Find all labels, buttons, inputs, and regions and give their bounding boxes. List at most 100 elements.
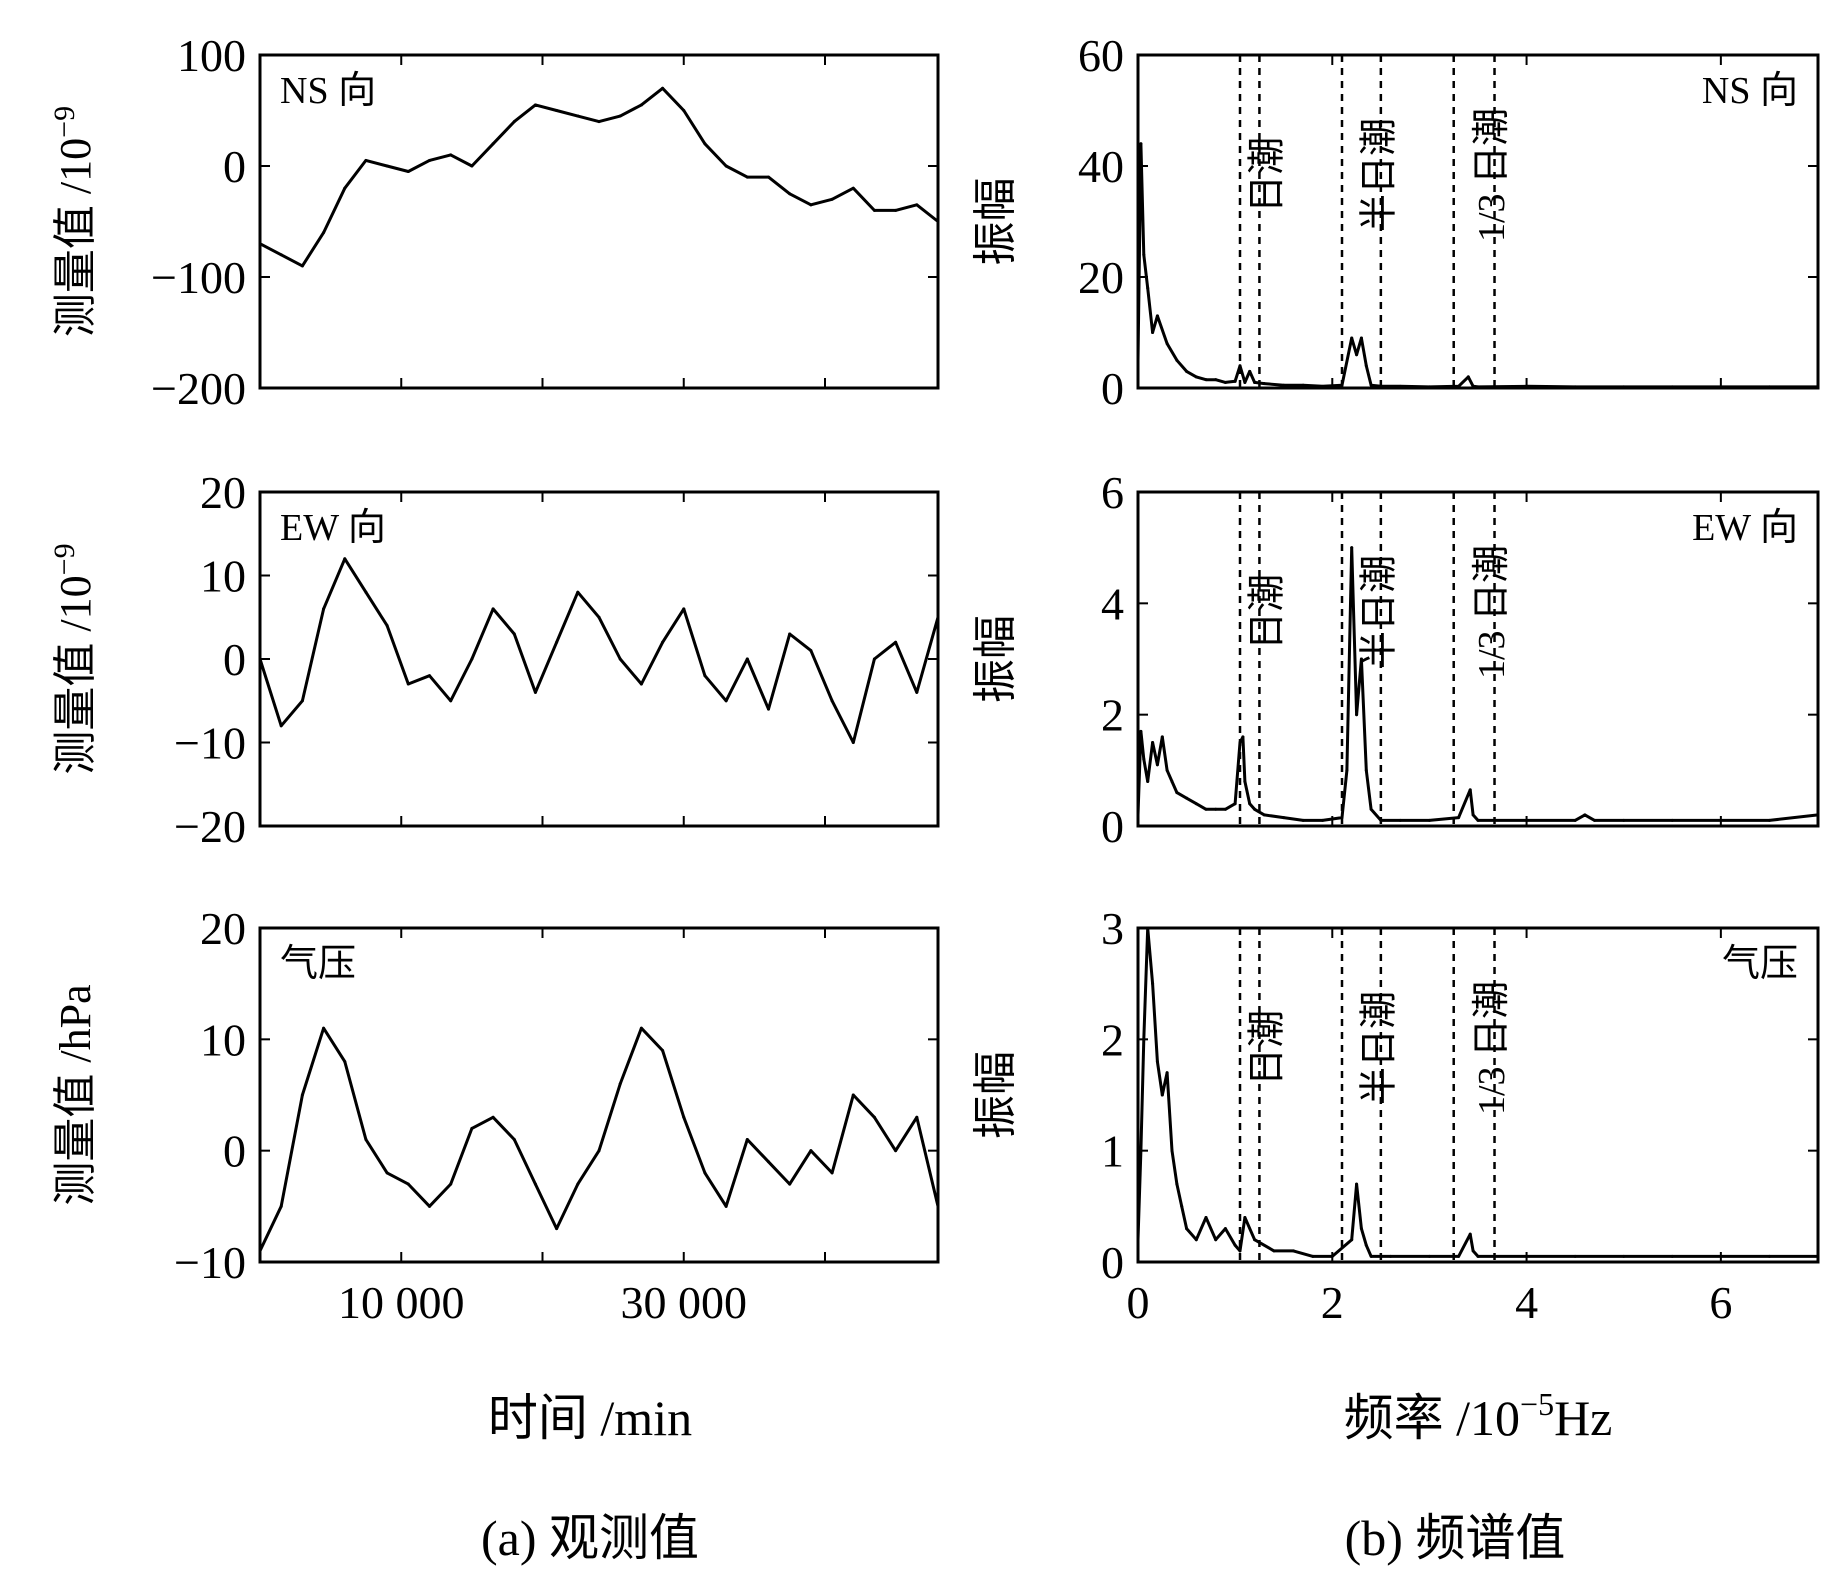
panel-tag: EW 向 <box>280 507 386 549</box>
data-point <box>385 624 389 628</box>
caption-observed: (a) 观测值 <box>481 1510 699 1566</box>
data-point <box>1471 1249 1475 1253</box>
y-tick-label: −200 <box>151 363 246 414</box>
data-point <box>470 164 474 168</box>
caption-spectrum: (b) 频谱值 <box>1345 1510 1566 1566</box>
data-point <box>1241 735 1245 739</box>
y-tick-label: 0 <box>223 1126 246 1177</box>
data-point <box>1142 757 1146 761</box>
data-point <box>364 158 368 162</box>
data-point <box>1622 818 1626 822</box>
data-point <box>597 1149 601 1153</box>
data-point <box>1248 802 1252 806</box>
data-point <box>1359 336 1363 340</box>
data-point <box>1142 253 1146 257</box>
y-axis-label-main: 测量值 /hPa <box>51 984 100 1205</box>
series-line <box>258 1026 940 1252</box>
data-point <box>406 682 410 686</box>
data-point <box>1243 779 1247 783</box>
data-point <box>767 1160 770 1164</box>
data-point <box>1583 813 1587 817</box>
data-point <box>555 640 559 644</box>
data-point <box>1471 384 1475 388</box>
data-point <box>1175 358 1179 362</box>
panel-tag: EW 向 <box>1692 507 1798 549</box>
data-point <box>915 690 919 694</box>
series-line <box>259 86 939 268</box>
band-label: 半日潮 <box>1358 118 1400 232</box>
data-point <box>1670 385 1674 389</box>
y-tick-label: 60 <box>1078 30 1124 81</box>
data-point <box>1136 358 1140 362</box>
data-point <box>1321 818 1325 822</box>
data-point <box>1262 382 1266 386</box>
data-point <box>618 114 622 118</box>
data-point <box>1180 1204 1184 1208</box>
data-point <box>576 590 580 594</box>
y-axis-label-main: 振幅 <box>971 1051 1020 1139</box>
data-point <box>555 1227 559 1231</box>
data-point <box>343 186 347 190</box>
data-point <box>1223 380 1227 384</box>
band-label: 1/3 日潮 <box>1471 545 1513 679</box>
data-point <box>1142 1037 1146 1041</box>
y-axis-label: 振幅 <box>971 178 1020 266</box>
data-point <box>1525 818 1529 822</box>
data-point <box>1816 813 1820 817</box>
data-point <box>1379 384 1383 388</box>
data-point <box>576 114 580 118</box>
data-point <box>1175 1182 1179 1186</box>
data-point <box>1364 1243 1368 1247</box>
data-point <box>1719 818 1723 822</box>
y-tick-label: 6 <box>1101 467 1124 518</box>
data-point <box>618 657 622 661</box>
data-point <box>1389 1254 1393 1258</box>
data-point <box>894 640 898 644</box>
data-point <box>597 120 601 124</box>
panel-b1: 60 40 20 0 日潮 半日潮 1/3 日潮 NS 向振幅 <box>971 30 1820 414</box>
y-tick-label: 1 <box>1101 1126 1124 1177</box>
data-point <box>1398 818 1402 822</box>
data-point <box>1214 807 1218 811</box>
data-point <box>1155 314 1159 318</box>
x-tick-label: 10 000 <box>338 1277 465 1328</box>
data-point <box>809 1149 813 1153</box>
data-point <box>1427 1254 1431 1258</box>
data-point <box>1282 383 1286 387</box>
data-point <box>1204 807 1208 811</box>
data-point <box>428 158 431 162</box>
data-point <box>1573 1254 1577 1258</box>
data-point <box>258 242 262 246</box>
y-axis-label: 振幅 <box>971 615 1020 703</box>
data-point <box>936 615 940 619</box>
y-tick-label: 0 <box>223 141 246 192</box>
data-point <box>279 1204 283 1208</box>
data-point <box>745 175 749 179</box>
data-point <box>1767 1254 1771 1258</box>
data-point <box>745 1138 749 1142</box>
data-point <box>1427 385 1431 389</box>
data-point <box>851 1093 855 1097</box>
data-point <box>1468 788 1472 792</box>
data-point <box>428 674 431 678</box>
data-point <box>1139 142 1143 146</box>
data-point <box>1359 1227 1363 1231</box>
plot-frame <box>1136 490 1820 828</box>
data-point <box>1139 729 1143 733</box>
data-point <box>1238 364 1242 368</box>
data-point <box>1379 818 1383 822</box>
data-point <box>1398 384 1402 388</box>
data-point <box>1151 331 1155 334</box>
y-tick-label: 3 <box>1101 903 1124 954</box>
y-axis-label: 振幅 <box>971 1051 1020 1139</box>
band-label: 日潮 <box>1247 574 1289 650</box>
y-tick-label: 0 <box>1101 1237 1124 1288</box>
data-point <box>915 1115 919 1119</box>
series-line <box>1136 142 1818 389</box>
data-point <box>1457 384 1461 388</box>
data-point <box>1622 1254 1626 1258</box>
data-point <box>639 682 643 686</box>
